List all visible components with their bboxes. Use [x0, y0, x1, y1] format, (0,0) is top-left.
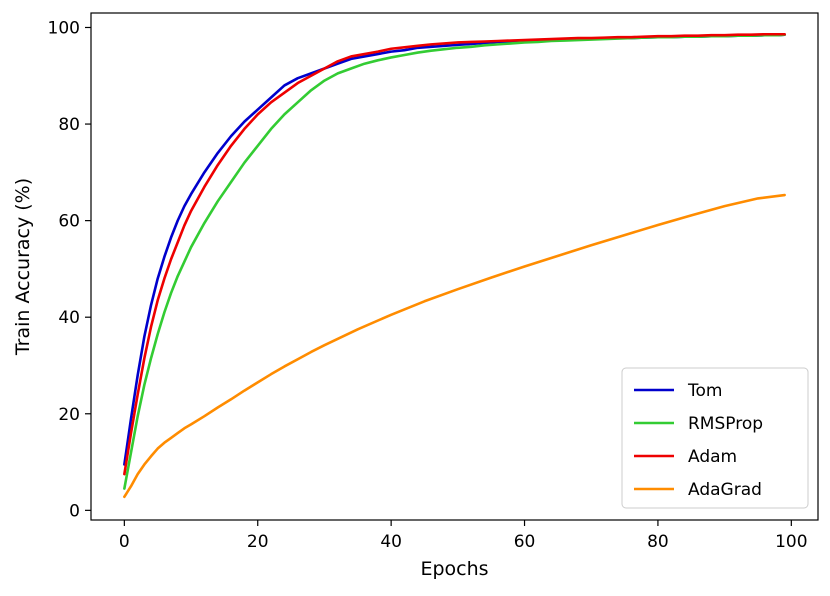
x-tick-label: 20	[247, 532, 269, 552]
legend-label-tom: Tom	[687, 381, 722, 401]
x-tick-label: 0	[119, 532, 130, 552]
y-tick-label: 20	[58, 405, 80, 425]
legend: Tom RMSProp Adam AdaGrad	[621, 367, 809, 509]
legend-label-adagrad: AdaGrad	[688, 480, 762, 500]
legend-label-adam: Adam	[688, 447, 737, 467]
y-axis-ticks: 0 20 40 60 80 100	[48, 18, 91, 521]
series-layer	[123, 32, 786, 499]
y-axis-label: Train Accuracy (%)	[12, 178, 34, 356]
legend-label-rmsprop: RMSProp	[688, 414, 763, 434]
x-axis-label: Epochs	[420, 558, 488, 580]
y-tick-label: 0	[69, 501, 80, 521]
series-line-adagrad	[123, 193, 786, 499]
y-tick-label: 80	[58, 115, 80, 135]
x-tick-label: 100	[775, 532, 807, 552]
plot-frame	[90, 12, 819, 521]
x-axis-ticks: 0 20 40 60 80 100	[119, 520, 808, 552]
y-tick-label: 60	[58, 212, 80, 232]
y-tick-label: 100	[48, 18, 80, 38]
x-tick-label: 80	[647, 532, 669, 552]
series-line-adam	[123, 32, 786, 476]
x-tick-label: 40	[380, 532, 402, 552]
legend-box	[621, 367, 809, 509]
y-tick-label: 40	[58, 308, 80, 328]
x-tick-label: 60	[514, 532, 536, 552]
